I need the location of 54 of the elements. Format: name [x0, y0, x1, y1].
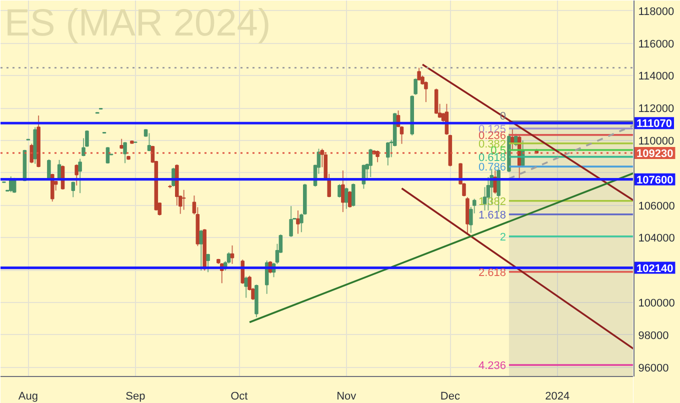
ref-line-label: 111070 — [636, 118, 672, 130]
y-tick-label: 106000 — [638, 200, 675, 212]
y-tick-label: 112000 — [638, 103, 674, 116]
candlestick — [338, 184, 342, 198]
candlestick — [147, 132, 152, 152]
candlestick — [341, 170, 345, 213]
ref-line-label: 102140 — [636, 262, 674, 275]
candlestick — [344, 187, 348, 210]
ref-line-label: 107600 — [636, 174, 674, 186]
candlestick — [348, 190, 352, 208]
ref-line-label: 109230 — [636, 148, 674, 160]
series-label: 2 — [500, 231, 506, 244]
candlestick — [244, 276, 248, 298]
y-tick-label: 110000 — [638, 135, 674, 148]
candlestick — [424, 80, 428, 103]
series-label: 0.618 — [478, 152, 506, 164]
candlestick — [376, 150, 380, 163]
x-tick-label: Oct — [230, 390, 248, 402]
x-tick-label: Sep — [126, 390, 146, 402]
candlestick — [199, 229, 204, 272]
candlestick — [296, 210, 300, 234]
candlestick — [417, 67, 421, 82]
y-tick-label: 100000 — [638, 297, 675, 310]
series-label: 1.618 — [478, 209, 506, 222]
x-tick-label: Dec — [440, 390, 460, 402]
candlestick — [71, 181, 76, 198]
candlestick — [30, 143, 34, 164]
x-tick-label: 2024 — [545, 390, 570, 402]
y-tick-label: 104000 — [638, 232, 675, 245]
x-tick-label: Nov — [336, 390, 357, 402]
candlestick — [106, 146, 110, 164]
y-tick-label: 96000 — [638, 362, 669, 374]
series-label: 2.618 — [478, 266, 506, 279]
y-tick-label: 118000 — [638, 6, 674, 18]
series-label: 4.236 — [478, 360, 506, 372]
candlestick — [386, 142, 390, 166]
x-tick-label: Aug — [18, 390, 38, 402]
candlestick — [510, 128, 514, 152]
candlestick — [351, 183, 356, 207]
y-tick-label: 98000 — [638, 330, 669, 342]
candlestick — [78, 158, 82, 194]
candlestick — [289, 206, 293, 238]
y-tick-label: 114000 — [638, 70, 674, 83]
candlestick — [230, 244, 234, 264]
candlestick — [182, 189, 186, 210]
candlestick — [57, 159, 62, 180]
candlestick — [74, 164, 78, 186]
candlestick — [414, 78, 418, 96]
series-label: 0.786 — [478, 162, 506, 174]
candlestick — [206, 253, 210, 273]
y-tick-label: 116000 — [638, 38, 674, 50]
candlestick — [123, 142, 127, 164]
candlestick — [434, 88, 438, 114]
candlestick — [368, 148, 372, 178]
